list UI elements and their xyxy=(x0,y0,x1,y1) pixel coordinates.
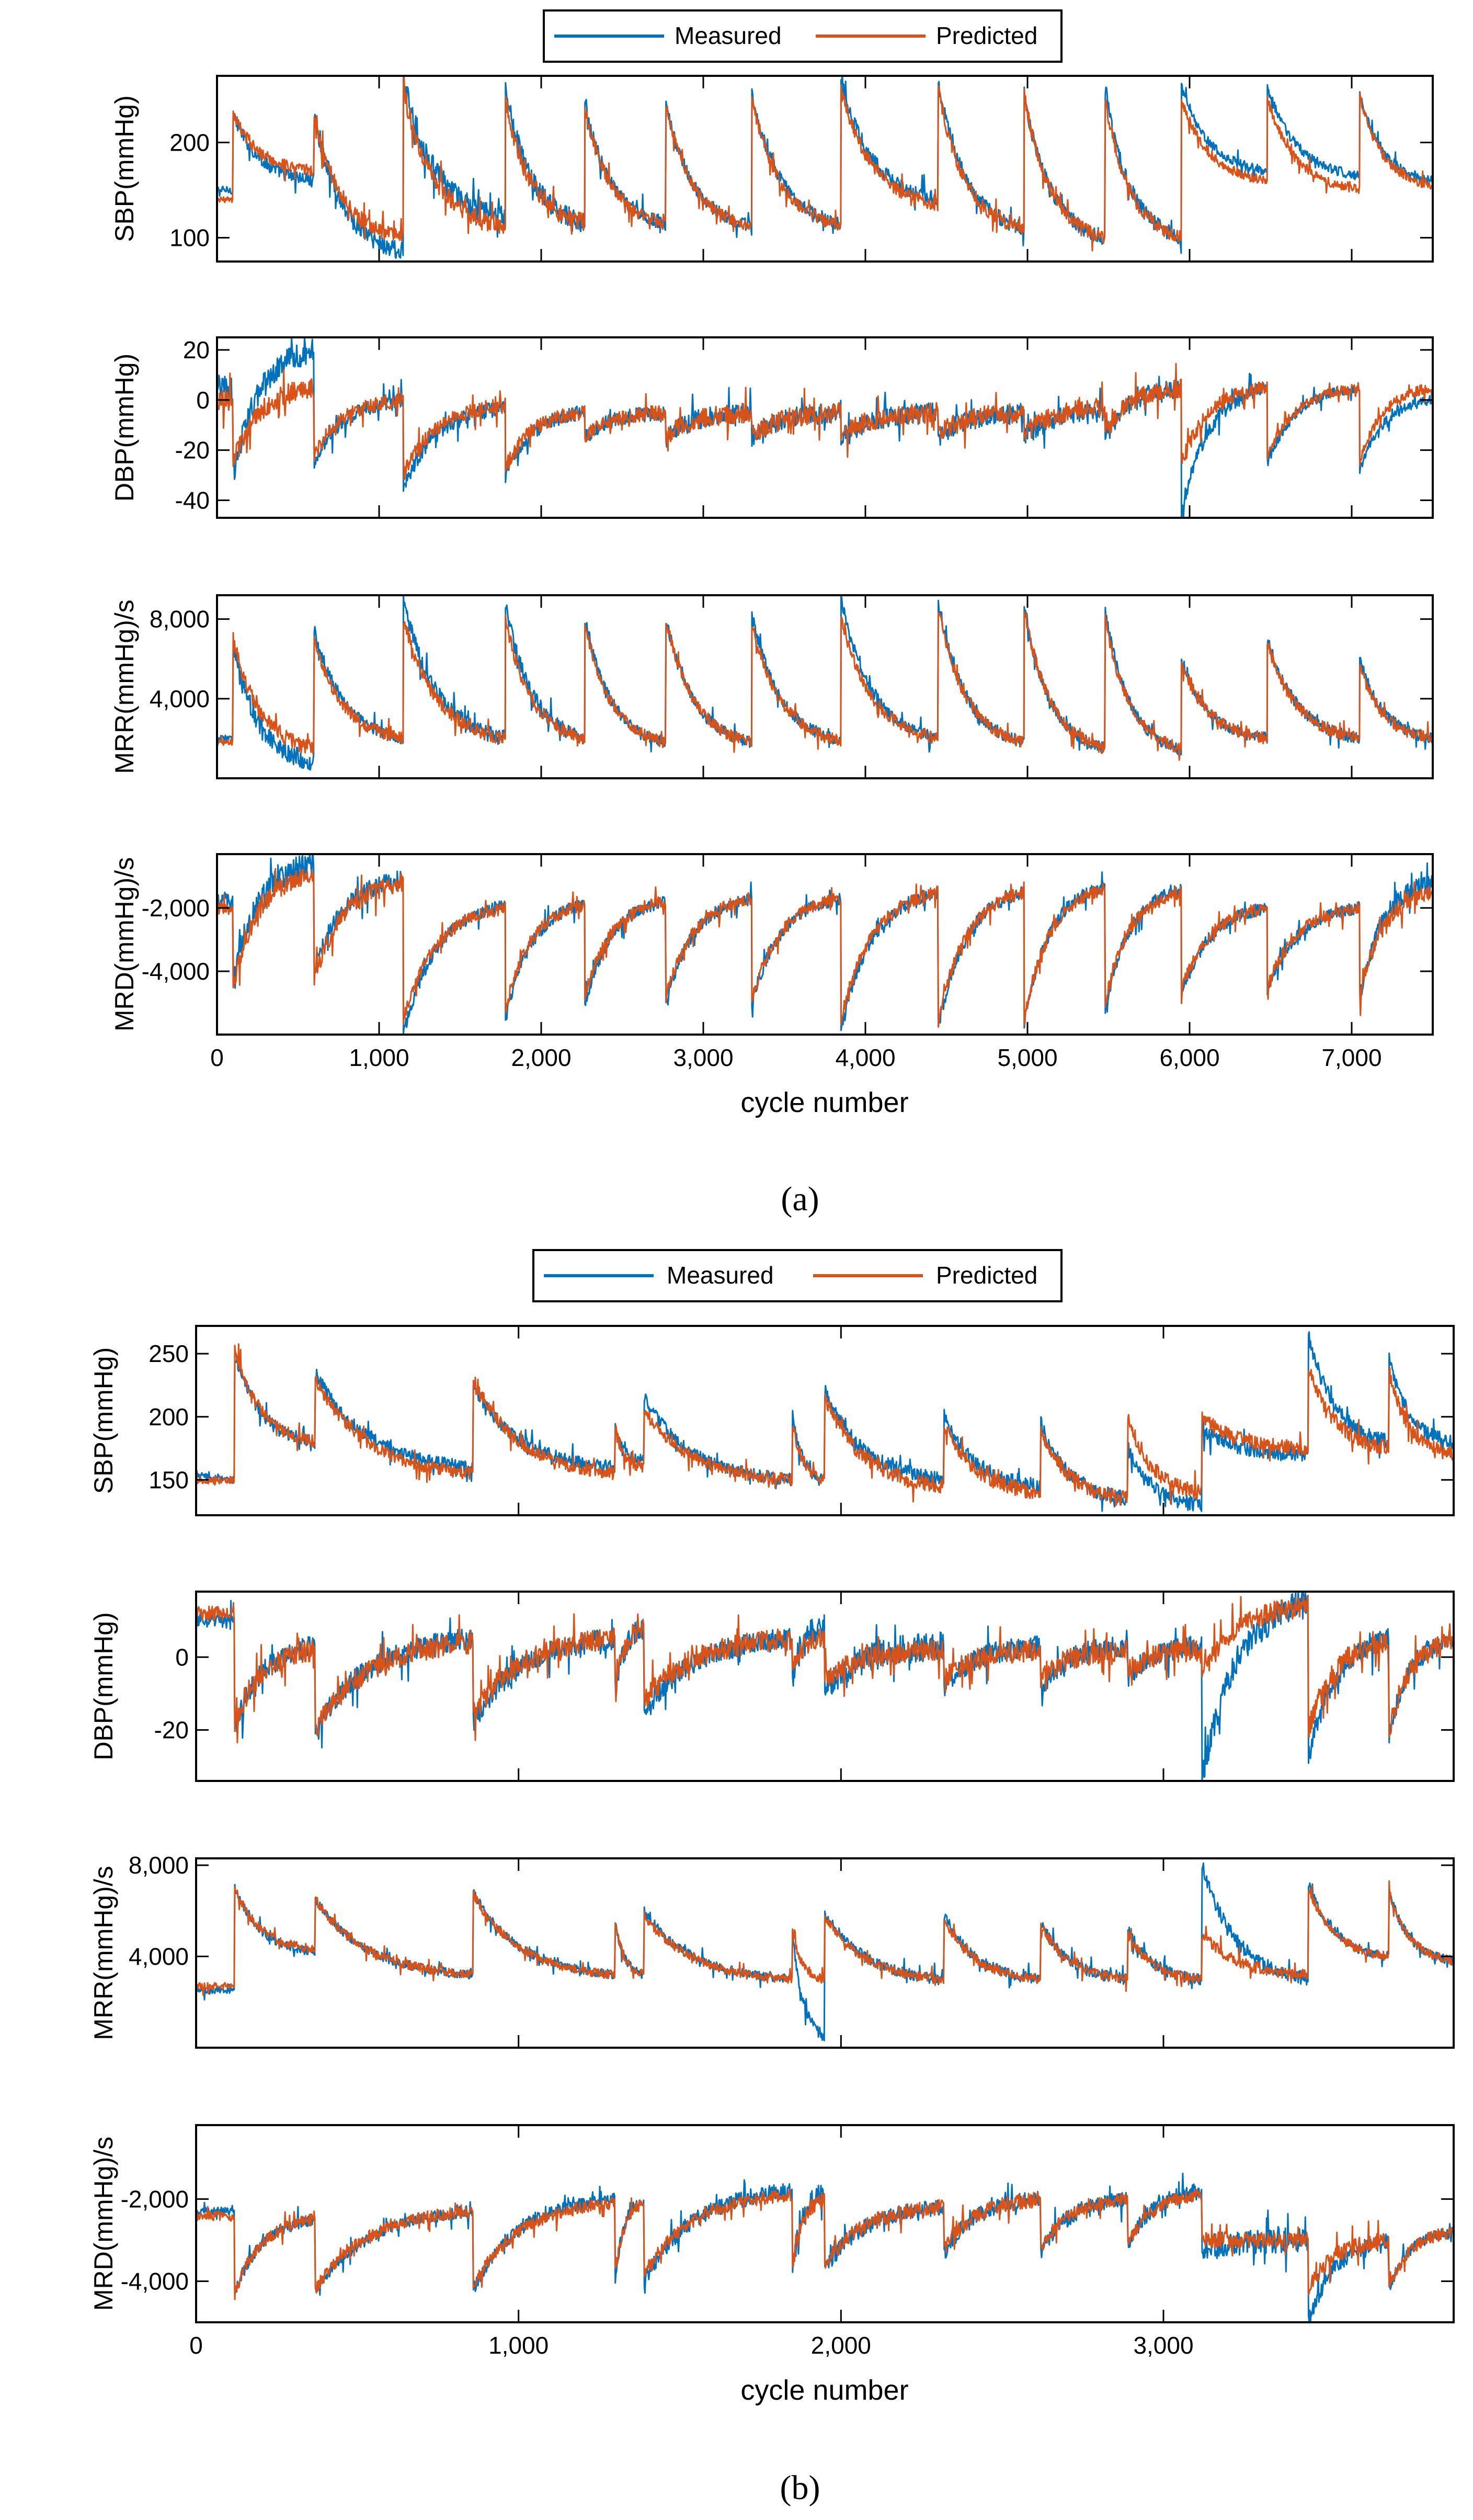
y-axis-label: SBP(mmHg) xyxy=(110,95,139,242)
y-tick-label: 200 xyxy=(169,129,210,156)
series-predicted xyxy=(196,1595,1454,1744)
y-tick-label: -40 xyxy=(175,486,210,514)
axes-frame xyxy=(216,75,1434,263)
x-tick-label: 7,000 xyxy=(1321,1044,1381,1071)
y-axis-label: MRR(mmHg)/s xyxy=(110,599,139,774)
y-axis-label: DBP(mmHg) xyxy=(89,1612,118,1760)
axes-frame xyxy=(195,2124,1455,2323)
y-axis-label: DBP(mmHg) xyxy=(110,354,139,502)
y-tick-label: 8,000 xyxy=(129,1852,189,1879)
y-tick-label: -20 xyxy=(175,437,210,464)
axes-frame xyxy=(195,1325,1455,1516)
legend-a-measured-label: Measured xyxy=(675,22,782,49)
series-predicted xyxy=(217,610,1433,761)
axes-frame xyxy=(195,1857,1455,2049)
axes-b-sbp: 150 200 250 SBP(mmHg) xyxy=(89,1325,1455,1516)
axes-frame xyxy=(216,853,1434,1036)
series-predicted xyxy=(196,1880,1454,1996)
legend-a: Measured Predicted xyxy=(543,9,1063,63)
x-tick-label: 4,000 xyxy=(835,1044,895,1071)
legend-b-predicted-label: Predicted xyxy=(936,1262,1037,1289)
y-tick-label: -4,000 xyxy=(121,2267,189,2295)
x-tick-label: 2,000 xyxy=(511,1044,571,1071)
legend-b: Measured Predicted xyxy=(532,1249,1063,1302)
panel-label-b: (b) xyxy=(780,2469,820,2507)
y-tick-label: -2,000 xyxy=(142,894,210,922)
axes-b-mrd: -4,000 -2,000 0 1,000 2,000 3,000 MRD(mmHg)/s xyxy=(89,2124,1455,2359)
y-axis-label: MRR(mmHg)/s xyxy=(89,1866,118,2040)
y-axis-label: SBP(mmHg) xyxy=(89,1347,118,1494)
y-tick-label: 200 xyxy=(149,1403,189,1431)
series-predicted xyxy=(196,2188,1454,2300)
series-predicted xyxy=(196,1343,1454,1506)
panel-label-a: (a) xyxy=(781,1180,819,1218)
y-tick-label: -4,000 xyxy=(142,958,210,985)
y-tick-label: 20 xyxy=(183,336,210,364)
series-predicted xyxy=(217,362,1433,481)
x-tick-label: 5,000 xyxy=(997,1044,1057,1071)
axes-frame xyxy=(195,1591,1455,1782)
axes-b-mrr: 4,000 8,000 MRR(mmHg)/s xyxy=(89,1852,1455,2049)
x-tick-label: 1,000 xyxy=(349,1044,409,1071)
x-tick-label: 6,000 xyxy=(1159,1044,1219,1071)
axes-a-mrr: 4,000 8,000 MRR(mmHg)/s xyxy=(110,594,1434,779)
axes-b-dbp: -20 0 DBP(mmHg) xyxy=(89,1591,1455,1782)
plot-area xyxy=(217,595,1433,778)
y-tick-label: -2,000 xyxy=(121,2185,189,2212)
plot-area xyxy=(217,854,1433,1035)
series-predicted xyxy=(217,868,1433,1028)
x-tick-label: 3,000 xyxy=(1133,2332,1193,2359)
y-tick-label: 4,000 xyxy=(129,1943,189,1970)
x-tick-label: 0 xyxy=(210,1044,224,1071)
y-tick-label: 0 xyxy=(175,1643,189,1671)
y-tick-label: 0 xyxy=(196,387,210,414)
axes-frame xyxy=(216,336,1434,519)
axes-a-dbp: -40 -20 0 20 DBP(mmHg) xyxy=(110,336,1434,519)
y-tick-label: 250 xyxy=(149,1340,189,1367)
xlabel-a: cycle number xyxy=(740,1087,908,1118)
x-tick-label: 1,000 xyxy=(488,2332,549,2359)
axes-frame xyxy=(216,594,1434,779)
series-predicted xyxy=(217,76,1433,252)
y-tick-label: -20 xyxy=(154,1717,189,1744)
y-tick-label: 100 xyxy=(169,224,210,251)
axes-a-sbp: 100 200 SBP(mmHg) xyxy=(110,75,1434,263)
axes-a-mrd: -4,000 -2,000 0 1,000 2,000 3,000 4,000 5,000 6,… xyxy=(110,853,1434,1071)
legend-b-measured-label: Measured xyxy=(667,1262,774,1289)
x-tick-label: 2,000 xyxy=(811,2332,871,2359)
x-tick-label: 0 xyxy=(189,2332,203,2359)
legend-a-predicted-label: Predicted xyxy=(936,22,1037,49)
xlabel-b: cycle number xyxy=(740,2375,908,2406)
y-axis-label: MRD(mmHg)/s xyxy=(89,2137,118,2311)
x-tick-label: 3,000 xyxy=(673,1044,733,1071)
series-measured xyxy=(217,337,1433,518)
y-tick-label: 8,000 xyxy=(150,606,210,633)
panel-b: Measured Predicted 150 200 250 SBP(mmHg) -2… xyxy=(89,1249,1455,2507)
y-tick-label: 4,000 xyxy=(150,685,210,712)
y-axis-label: MRD(mmHg)/s xyxy=(110,857,139,1031)
y-tick-label: 150 xyxy=(149,1466,189,1493)
